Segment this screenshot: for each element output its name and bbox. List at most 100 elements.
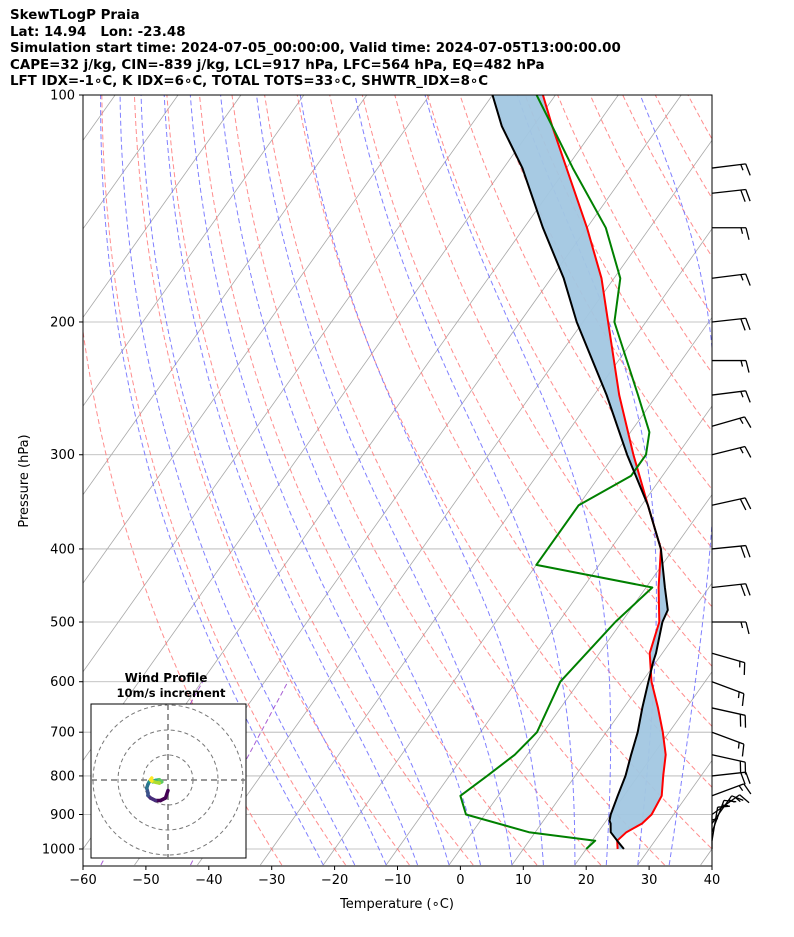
barb-staff xyxy=(711,390,746,396)
isotherm-line xyxy=(83,95,179,230)
isotherm-line xyxy=(448,493,712,866)
barb-staff xyxy=(711,794,741,816)
barb-staff xyxy=(711,707,746,716)
barb-half-flag xyxy=(740,360,744,367)
hodograph-title: Wind Profile xyxy=(125,671,208,685)
dry-adiabat-line xyxy=(589,95,712,316)
x-tick-label: 20 xyxy=(578,873,595,888)
wind-barb xyxy=(711,163,751,176)
dry-adiabat-line xyxy=(101,95,347,866)
wind-barb xyxy=(711,783,752,797)
barb-staff xyxy=(711,544,746,550)
x-tick-label: −30 xyxy=(258,873,285,888)
barb-flag xyxy=(739,498,747,511)
barb-half-flag xyxy=(740,164,744,171)
wind-barb xyxy=(711,754,747,775)
barb-half-flag xyxy=(740,274,744,281)
reference-lines xyxy=(83,95,794,866)
barb-staff xyxy=(711,795,733,824)
wind-barb xyxy=(712,359,750,373)
moist-adiabat-line xyxy=(140,95,387,866)
barb-half-flag xyxy=(738,785,744,792)
barb-staff xyxy=(711,731,745,745)
x-tick-label: −50 xyxy=(132,873,159,888)
chart-title: SkewTLogP Praia xyxy=(10,8,140,23)
y-tick-label: 700 xyxy=(50,726,75,741)
isotherm-line xyxy=(385,405,712,866)
x-tick-label: 30 xyxy=(641,873,658,888)
dry-adiabat-line xyxy=(459,95,712,549)
wind-barb xyxy=(711,497,752,511)
barb-flag xyxy=(745,583,751,596)
dry-adiabat-line xyxy=(687,95,712,140)
barb-staff xyxy=(711,416,745,427)
wind-barb xyxy=(711,731,745,757)
moist-adiabat-line xyxy=(163,95,419,866)
x-tick-label: −10 xyxy=(384,873,411,888)
barb-flag xyxy=(745,360,750,373)
index-line: LFT IDX=-1∘C, K IDX=6∘C, TOTAL TOTS=33∘C… xyxy=(10,74,489,89)
x-tick-label: −60 xyxy=(69,873,96,888)
dry-adiabat-line xyxy=(753,95,794,865)
wind-barb xyxy=(711,317,751,331)
wind-barb xyxy=(711,652,746,675)
profile-lines xyxy=(459,95,669,850)
barb-flag xyxy=(741,744,745,757)
barb-flag xyxy=(744,497,752,510)
dry-adiabat-line xyxy=(199,95,538,866)
moist-adiabat-line xyxy=(220,95,481,866)
dry-adiabat-line xyxy=(296,95,712,850)
barb-half-flag xyxy=(740,391,744,398)
cape-shading xyxy=(492,95,668,849)
barb-flag xyxy=(745,227,750,240)
barb-flag xyxy=(740,545,746,558)
y-axis-label: Pressure (hPa) xyxy=(17,434,32,527)
cape-line: CAPE=32 j/kg, CIN=-839 j/kg, LCL=917 hPa… xyxy=(10,57,545,73)
temperature-profile-line xyxy=(541,95,667,850)
moist-adiabat-line xyxy=(299,95,544,866)
dry-adiabat-line xyxy=(361,95,712,728)
y-tick-label: 900 xyxy=(50,808,75,823)
moist-adiabat-line xyxy=(100,95,324,866)
barb-flag xyxy=(739,794,750,804)
isotherm-line xyxy=(83,95,305,407)
barb-staff xyxy=(711,497,746,506)
barb-staff xyxy=(711,163,746,169)
dry-adiabat-line xyxy=(166,95,474,866)
barb-half-flag xyxy=(740,227,744,234)
x-axis-label: Temperature (∘C) xyxy=(339,897,454,912)
barb-flag xyxy=(745,545,751,558)
dry-adiabat-line xyxy=(524,95,712,432)
barb-staff xyxy=(711,188,746,194)
wind-barb xyxy=(711,445,752,458)
hodograph-content xyxy=(91,704,246,858)
x-tick-label: 10 xyxy=(515,873,532,888)
barb-half-flag xyxy=(739,417,744,424)
barb-staff xyxy=(711,445,746,456)
hodograph-subtitle: 10m/s increment xyxy=(117,686,226,700)
barb-flag xyxy=(740,189,746,202)
barb-flag xyxy=(731,795,744,801)
isotherm-line xyxy=(322,316,712,866)
barb-staff xyxy=(711,652,745,664)
barb-staff xyxy=(711,273,746,279)
wind-barb xyxy=(711,771,751,785)
wind-barb xyxy=(711,390,751,403)
barb-staff xyxy=(711,783,745,797)
y-tick-label: 500 xyxy=(50,616,75,631)
y-tick-label: 100 xyxy=(50,89,75,104)
y-tick-label: 600 xyxy=(50,675,75,690)
barb-flag xyxy=(745,189,751,202)
barb-flag xyxy=(745,390,751,403)
barb-staff xyxy=(711,317,746,323)
isotherm-line xyxy=(574,671,712,866)
barb-staff xyxy=(711,754,746,763)
cape-area xyxy=(492,95,668,849)
x-tick-label: −40 xyxy=(195,873,222,888)
dry-adiabat-line xyxy=(264,95,665,866)
dewpoint-profile-line xyxy=(459,95,654,850)
moist-adiabat-line xyxy=(119,95,356,866)
dry-adiabat-line xyxy=(786,95,794,865)
